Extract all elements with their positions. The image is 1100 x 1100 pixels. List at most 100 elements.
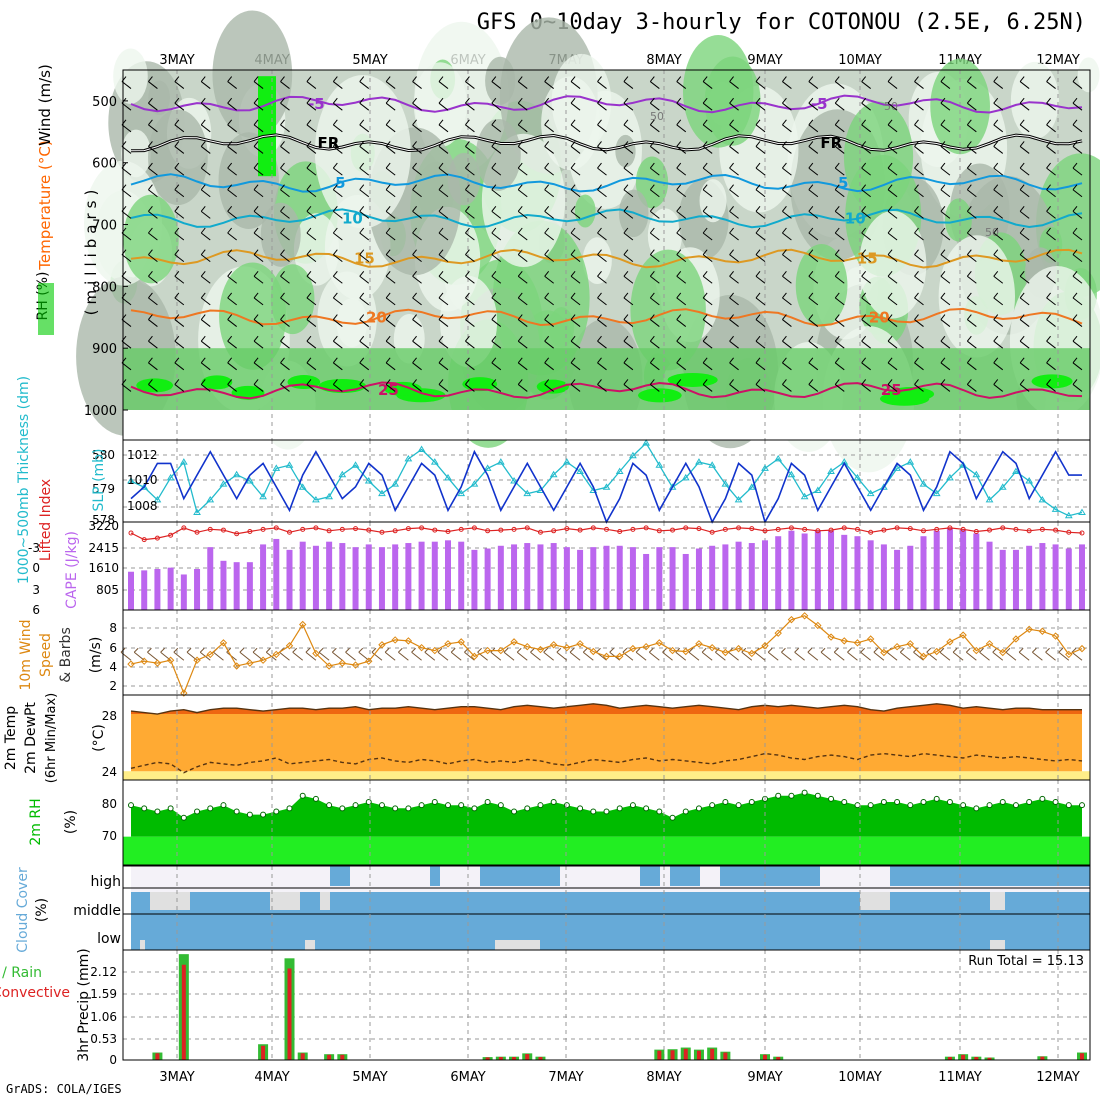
wind-barb — [544, 270, 550, 277]
isotherm-line — [130, 173, 1083, 193]
cape-bar — [986, 541, 993, 610]
wind-speed-point — [483, 646, 492, 655]
wind-barb — [808, 146, 819, 154]
wind-barb — [385, 76, 391, 82]
wind-barb — [808, 227, 814, 234]
wind-barb — [755, 270, 761, 277]
lifted-index-point — [749, 526, 755, 532]
wind-barb — [174, 254, 185, 263]
cape-bar — [233, 562, 240, 610]
wind-barb — [438, 357, 444, 364]
wind-barb-10m — [1005, 647, 1011, 653]
pressure-tick: 900 — [92, 342, 117, 357]
wind-barb — [887, 146, 898, 154]
wind-barb — [1072, 189, 1083, 198]
wind-barb — [280, 184, 285, 191]
wind-barb — [544, 340, 554, 349]
wind-barb — [808, 340, 819, 349]
thickness-point — [549, 470, 558, 478]
precip-convective-bar — [710, 1048, 715, 1060]
wind-barb — [623, 362, 634, 371]
precip-axis-label: 3hr Precip (mm) — [76, 948, 92, 1061]
wind-barb — [491, 227, 497, 234]
rh2m-point — [497, 802, 504, 809]
wind-barb — [570, 379, 576, 385]
wind-barb — [940, 340, 951, 349]
wind-barb — [597, 119, 602, 126]
wind-barb — [782, 76, 787, 82]
wind-barb — [148, 319, 158, 327]
wind-barb — [306, 319, 317, 327]
cape-bar — [299, 541, 306, 610]
wind-barb — [861, 254, 871, 263]
precip-convective-bar — [538, 1057, 543, 1060]
wind-barb-10m — [807, 651, 819, 661]
cloud-high-block — [430, 866, 440, 886]
thickness-point — [946, 473, 954, 481]
wind-barb — [544, 124, 554, 133]
wind-barb — [227, 319, 237, 327]
wind-barb — [333, 102, 343, 111]
wind-barb — [914, 249, 919, 255]
precip-tick: 0 — [109, 1053, 117, 1067]
wind-barb — [597, 362, 607, 371]
wind-barb — [650, 124, 660, 133]
cape-bar — [788, 530, 795, 610]
wind-barb — [649, 379, 655, 385]
wind-barb — [544, 167, 554, 176]
wind-barb — [465, 189, 475, 198]
wind-barb — [597, 275, 607, 284]
wind-barb — [333, 232, 343, 241]
cloud-gap-block — [270, 892, 300, 910]
rh-blob — [148, 80, 171, 116]
wind-barb — [993, 124, 1004, 133]
wind-barb — [385, 232, 396, 241]
precip-convective-bar — [683, 1048, 688, 1060]
wind-barb — [200, 270, 206, 277]
wind-barb — [940, 314, 946, 320]
wind-barb — [174, 102, 185, 111]
rh2m-point — [880, 799, 887, 806]
wind-barb-10m — [265, 647, 271, 653]
rh-blob — [551, 53, 612, 150]
cape-bar — [445, 540, 451, 610]
rh2m-point — [445, 802, 451, 809]
wind-barb — [650, 319, 660, 327]
wind-barb — [993, 184, 999, 191]
precip-tick: 2.12 — [90, 965, 117, 979]
wind-barb — [227, 162, 233, 169]
wind-barb — [729, 340, 739, 349]
date-tick-bottom: 5MAY — [352, 1070, 387, 1085]
wind-barb — [385, 124, 396, 133]
cape-bar — [1052, 544, 1059, 610]
cloud-gap-block — [990, 940, 1005, 950]
wind-barb — [914, 167, 924, 176]
wind-barb — [887, 206, 893, 212]
thickness-point — [721, 480, 730, 487]
wind-barb — [782, 81, 792, 89]
wind-barb-10m — [147, 647, 152, 653]
temp-label-part2: 2m DewPt — [23, 702, 39, 774]
wind-barb — [887, 227, 893, 234]
wind-barb — [544, 206, 550, 212]
wind-barb — [253, 97, 259, 104]
wind-barb — [253, 384, 264, 392]
wind-barb — [544, 162, 550, 169]
thickness-point — [496, 458, 505, 465]
rh2m-point — [194, 808, 201, 815]
thickness-point — [285, 461, 294, 468]
wind-barb — [491, 162, 497, 169]
cloud-gap-block — [150, 892, 190, 910]
wind-barb — [834, 340, 845, 349]
wind-barb — [306, 124, 317, 133]
wind-speed-point — [919, 652, 928, 661]
wind-barb — [808, 362, 819, 371]
wind-barb — [359, 124, 370, 133]
wind-barb — [280, 357, 285, 364]
wind-barb — [649, 357, 655, 364]
cloud-gap-block — [305, 940, 315, 950]
wind-barb — [966, 141, 972, 147]
wind-barb — [544, 102, 554, 111]
cape-bar — [563, 547, 570, 610]
wind-barb — [412, 76, 417, 82]
